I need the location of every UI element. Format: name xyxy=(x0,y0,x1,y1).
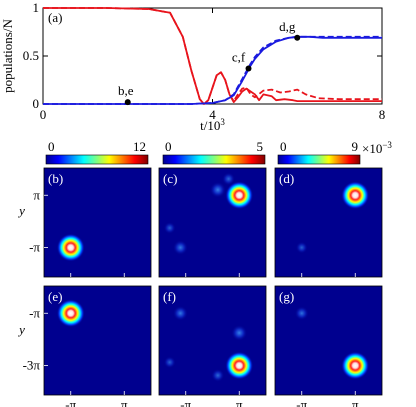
colorbar-max-label: 9 xyxy=(352,139,359,154)
colorbar xyxy=(277,154,361,165)
heatmap-y-tick-label: π xyxy=(33,187,40,202)
line-chart: (a) populations/N t/103 0 4 8 0 0.5 1 b,e c,f d,… xyxy=(0,0,385,133)
heatmap-panel: (g) xyxy=(274,285,383,396)
x-tick-label: 8 xyxy=(379,107,386,122)
y-tick-label: 1 xyxy=(33,0,40,15)
colorbar xyxy=(162,154,266,165)
heatmap-x-tick-label: π xyxy=(121,397,128,407)
series-line-blue-solid xyxy=(43,35,382,105)
series-line-red-dashed xyxy=(43,7,382,105)
density-peak xyxy=(341,351,370,380)
x-tick-label: 0 xyxy=(40,107,47,122)
heatmap-x-tick-label: -π xyxy=(180,397,191,407)
panel-label: (g) xyxy=(279,289,294,304)
density-spot xyxy=(163,221,176,234)
heatmap-panel: (d) xyxy=(274,167,383,278)
heatmap-y-tick-label: -3π xyxy=(23,358,41,373)
heatmap-x-tick-label: -π xyxy=(65,397,76,407)
heatmap-panel: (f) xyxy=(158,285,267,396)
panel-label-a: (a) xyxy=(48,10,62,25)
colorbar-multiplier-exponent: −3 xyxy=(382,140,392,150)
marker-point xyxy=(294,34,301,41)
heatmap-y-tick-label: -π xyxy=(29,240,40,255)
heatmap-y-tick-label: -π xyxy=(29,305,40,320)
density-spot xyxy=(211,368,225,382)
colorbar xyxy=(45,154,149,165)
density-spot xyxy=(172,305,188,321)
heatmap-x-tick-label: π xyxy=(352,397,359,407)
heatmap-x-tick-label: π xyxy=(236,397,243,407)
heatmap-y-axis-label-top: y xyxy=(17,203,25,218)
density-spot xyxy=(222,172,236,186)
density-spot xyxy=(209,181,226,198)
x-axis-label-base: t/10 xyxy=(200,118,220,133)
series-line-red-solid xyxy=(43,7,382,105)
marker-point xyxy=(124,99,131,106)
x-axis-label: t/103 xyxy=(200,117,225,133)
panel-label: (d) xyxy=(279,171,294,186)
density-peak xyxy=(225,351,254,380)
heatmap-panel: (e) xyxy=(43,285,152,396)
colorbar-min-label: 0 xyxy=(165,139,172,154)
colorbar-min-label: 0 xyxy=(48,139,55,154)
marker-point xyxy=(245,65,252,72)
heatmap-background xyxy=(43,167,152,278)
panel-label: (e) xyxy=(48,289,62,304)
heatmap-panel: (b) xyxy=(43,167,152,278)
density-spot xyxy=(172,240,188,256)
colorbars: 0 12 0 5 0 9 ×10−3 xyxy=(45,139,392,165)
panel-label: (f) xyxy=(163,289,176,304)
marker-label: d,g xyxy=(279,19,296,34)
marker-label: b,e xyxy=(118,83,134,98)
density-peak xyxy=(56,299,85,328)
density-spot xyxy=(231,324,248,341)
colorbar-max-label: 5 xyxy=(257,139,264,154)
y-axis-label: populations/N xyxy=(0,19,15,93)
heatmap-panel: (c) xyxy=(158,167,267,278)
colorbar-multiplier-base: ×10 xyxy=(362,141,382,156)
y-tick-label: 0.5 xyxy=(23,48,39,63)
series-line-blue-dashed xyxy=(43,35,382,105)
marker-label: c,f xyxy=(232,49,246,64)
y-tick-label: 0 xyxy=(33,96,40,111)
heatmap-background xyxy=(274,285,383,396)
colorbar-multiplier: ×10−3 xyxy=(362,140,392,156)
density-spot xyxy=(163,356,176,369)
x-axis-label-exponent: 3 xyxy=(220,117,225,127)
panel-label: (b) xyxy=(48,171,63,186)
density-peak xyxy=(341,181,370,210)
density-spot xyxy=(295,241,308,254)
heatmap-y-axis-label-bottom: y xyxy=(17,322,25,337)
density-peak xyxy=(56,233,85,262)
heatmap-grid: (b)(c)(d)(e)(f)(g)π-π-π-3π-ππx-ππx-ππx xyxy=(23,167,383,407)
colorbar-min-label: 0 xyxy=(280,139,287,154)
colorbar-max-label: 12 xyxy=(133,139,146,154)
density-spot xyxy=(294,306,309,321)
density-peak xyxy=(225,181,254,210)
panel-label: (c) xyxy=(163,171,177,186)
plot-area: 0 4 8 0 0.5 1 b,e c,f d,g xyxy=(23,0,386,122)
heatmap-x-tick-label: -π xyxy=(296,397,307,407)
x-tick-label: 4 xyxy=(209,107,216,122)
